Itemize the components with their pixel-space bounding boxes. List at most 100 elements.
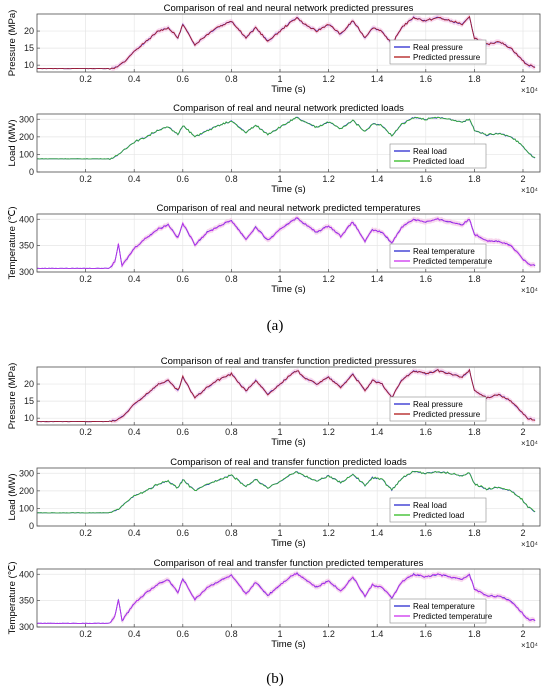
legend-entry: Predicted temperature <box>413 612 493 621</box>
x-tick-label: 0.2 <box>79 74 92 84</box>
legend-box <box>389 497 487 523</box>
x-tick-label: 1.4 <box>371 74 384 84</box>
y-tick-label: 350 <box>19 241 34 251</box>
x-tick-label: 0.2 <box>79 629 92 639</box>
y-tick-label: 300 <box>19 114 34 124</box>
x-axis-label: Time (s) <box>271 184 305 195</box>
y-tick-label: 20 <box>24 26 34 36</box>
x-tick-label: 0.8 <box>225 427 238 437</box>
y-tick-label: 350 <box>19 596 34 606</box>
x-tick-label: 1.6 <box>420 528 433 538</box>
legend-entry: Real load <box>413 501 447 510</box>
y-tick-label: 0 <box>29 521 34 531</box>
axes-frame <box>36 13 541 73</box>
y-tick-label: 0 <box>29 167 34 177</box>
chart-5: 0.2 0.4 0.6 0.8 1 1.2 1.4 1.6 1.8 2 0 100 200 300 Comp… <box>7 457 541 549</box>
x-tick-label: 1.6 <box>420 74 433 84</box>
y-tick-label: 10 <box>24 413 34 423</box>
x-tick-label: 1.4 <box>371 427 384 437</box>
x-axis-multiplier: ×10⁴ <box>521 286 539 295</box>
x-tick-label: 1.8 <box>468 528 481 538</box>
x-tick-label: 1 <box>277 528 282 538</box>
series-line-predicted <box>36 15 536 70</box>
y-axis-label: Temperature (℃) <box>7 562 18 635</box>
y-tick-label: 100 <box>19 149 34 159</box>
x-tick-label: 0.4 <box>128 74 141 84</box>
legend-box <box>389 39 487 65</box>
x-tick-label: 1.2 <box>322 629 335 639</box>
x-tick-label: 1 <box>277 74 282 84</box>
x-tick-label: 1 <box>277 629 282 639</box>
x-tick-label: 1.6 <box>420 174 433 184</box>
series-line-predicted <box>36 470 536 514</box>
x-tick-label: 0.4 <box>128 174 141 184</box>
x-axis-multiplier: ×10⁴ <box>521 86 539 95</box>
series-band <box>111 570 536 625</box>
x-axis-multiplier: ×10⁴ <box>521 641 539 650</box>
legend-box <box>389 396 487 422</box>
x-tick-label: 1 <box>277 174 282 184</box>
x-tick-label: 0.4 <box>128 528 141 538</box>
legend-entry: Real pressure <box>413 43 463 52</box>
legend-box <box>389 143 487 169</box>
x-tick-label: 1.8 <box>468 274 481 284</box>
x-tick-label: 2 <box>520 528 525 538</box>
series-band <box>111 14 536 71</box>
x-tick-label: 0.8 <box>225 528 238 538</box>
x-tick-label: 1.6 <box>420 427 433 437</box>
y-tick-label: 15 <box>24 43 34 53</box>
legend-entry: Predicted temperature <box>413 257 493 266</box>
x-tick-label: 0.2 <box>79 174 92 184</box>
x-tick-label: 1.8 <box>468 427 481 437</box>
y-axis-label: Load (MW) <box>7 120 18 167</box>
x-axis-label: Time (s) <box>271 437 305 448</box>
series-line-predicted <box>36 368 536 423</box>
x-tick-label: 1.8 <box>468 74 481 84</box>
legend-entry: Predicted load <box>413 157 464 166</box>
x-tick-label: 0.8 <box>225 174 238 184</box>
x-tick-label: 0.6 <box>177 629 190 639</box>
legend-box <box>389 243 487 269</box>
y-axis-label: Pressure (MPa) <box>7 10 18 77</box>
chart-4: 0.2 0.4 0.6 0.8 1 1.2 1.4 1.6 1.8 2 10 15 20 Comparis… <box>7 356 541 448</box>
x-tick-label: 0.2 <box>79 274 92 284</box>
x-tick-label: 1.2 <box>322 74 335 84</box>
y-tick-label: 15 <box>24 396 34 406</box>
x-tick-label: 1.2 <box>322 174 335 184</box>
series-line-predicted <box>36 572 536 624</box>
x-axis-multiplier: ×10⁴ <box>521 186 539 195</box>
axes-frame <box>36 366 541 426</box>
x-tick-label: 1.2 <box>322 427 335 437</box>
y-tick-label: 10 <box>24 60 34 70</box>
chart-title: Comparison of real and neural network pr… <box>164 3 414 14</box>
y-tick-label: 200 <box>19 486 34 496</box>
x-axis-label: Time (s) <box>271 284 305 295</box>
x-tick-label: 1.4 <box>371 528 384 538</box>
x-tick-label: 0.8 <box>225 274 238 284</box>
x-tick-label: 1.4 <box>371 174 384 184</box>
y-tick-label: 300 <box>19 267 34 277</box>
chart-3: 0.2 0.4 0.6 0.8 1 1.2 1.4 1.6 1.8 2 300 350 400 Compa… <box>7 203 541 295</box>
x-axis-multiplier: ×10⁴ <box>521 439 539 448</box>
x-axis-label: Time (s) <box>271 639 305 650</box>
chart-1: 0.2 0.4 0.6 0.8 1 1.2 1.4 1.6 1.8 2 10 15 20 Comparis… <box>7 3 541 95</box>
legend-entry: Predicted load <box>413 511 464 520</box>
series-band <box>111 215 536 270</box>
y-axis-label: Load (MW) <box>7 474 18 521</box>
chart-title: Comparison of real and neural network pr… <box>156 203 420 214</box>
legend-box <box>389 598 487 624</box>
y-tick-label: 400 <box>19 214 34 224</box>
x-tick-label: 0.4 <box>128 427 141 437</box>
x-tick-label: 0.2 <box>79 528 92 538</box>
x-tick-label: 1.4 <box>371 629 384 639</box>
x-tick-label: 0.6 <box>177 174 190 184</box>
y-tick-label: 300 <box>19 468 34 478</box>
x-tick-label: 0.6 <box>177 74 190 84</box>
x-axis-label: Time (s) <box>271 538 305 549</box>
x-tick-label: 0.6 <box>177 274 190 284</box>
